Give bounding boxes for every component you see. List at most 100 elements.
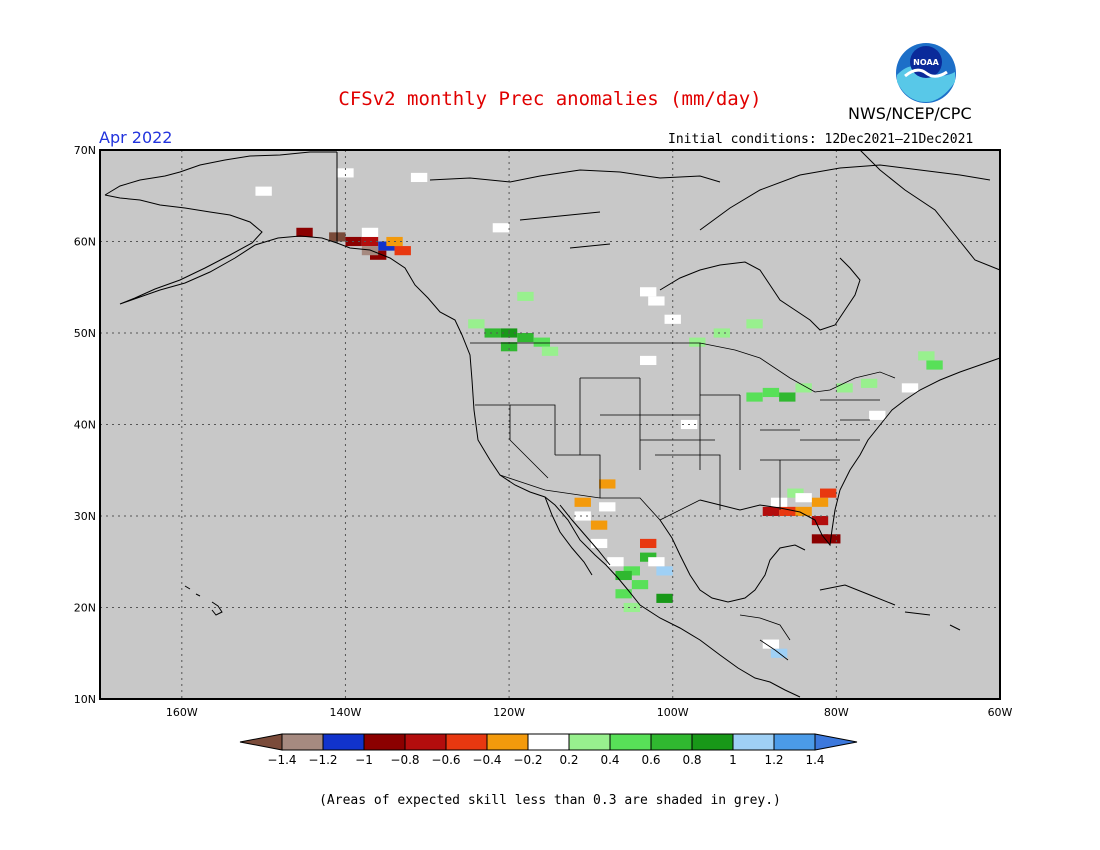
hudson-bay-coastline [659, 257, 861, 331]
coastlines [104, 149, 1001, 698]
lat-label: 10N [74, 693, 96, 706]
political-borders [470, 342, 896, 661]
latitude-labels: 70N 60N 50N 40N 30N 20N 10N [74, 144, 96, 706]
central-america-borders [739, 614, 791, 661]
greenland-coastline [859, 149, 1001, 271]
neutral-cell [901, 383, 919, 393]
lon-label: 160W [166, 706, 198, 719]
anomaly-cell [795, 383, 812, 393]
agency-label: NWS/NCEP/CPC [848, 104, 972, 123]
colorbar-left-arrow [239, 733, 283, 751]
lat-label: 60N [74, 236, 96, 249]
neutral-cell [640, 355, 657, 366]
lat-label: 30N [74, 510, 96, 523]
neutral-cell [640, 287, 657, 297]
colorbar-swatch [281, 733, 324, 751]
colorbar-label: −0.8 [390, 753, 419, 767]
anomaly-cell [484, 328, 501, 338]
neutral-cell [770, 497, 788, 507]
neutral-cell [337, 168, 354, 178]
longitude-labels: 160W 140W 120W 100W 80W 60W [166, 706, 1013, 719]
anomaly-cell [656, 593, 673, 603]
colorbar-swatch [404, 733, 447, 751]
lat-label: 70N [74, 144, 96, 157]
map-frame [99, 149, 1001, 700]
us-canada-border [470, 342, 896, 393]
colorbar-swatch [322, 733, 365, 751]
anomaly-cell [918, 351, 935, 361]
state-lines [475, 343, 880, 510]
noaa-logo: NOAA [896, 43, 956, 103]
anomaly-cell [762, 387, 780, 398]
anomaly-cell [811, 534, 829, 544]
lat-label: 20N [74, 602, 96, 615]
us-mexico-border [499, 474, 701, 521]
colorbar-label: 1.2 [764, 753, 783, 767]
anomaly-cell [468, 319, 485, 329]
neutral-cell [492, 223, 510, 233]
anomaly-cell [361, 246, 379, 256]
colorbar-label: 0.2 [559, 753, 578, 767]
anomaly-cell [656, 566, 673, 576]
forecast-period: Apr 2022 [99, 128, 173, 147]
colorbar-label: 0.4 [600, 753, 619, 767]
anomaly-cell [820, 488, 837, 498]
colorbar-label: −0.6 [431, 753, 460, 767]
colorbar-swatch [363, 733, 406, 751]
baja-coastline [544, 496, 611, 576]
colorbar-right-arrow [814, 733, 858, 751]
colorbar: −1.4 −1.2 −1 −0.8 −0.6 −0.4 −0.2 0.2 0.4 0.6 0.8 1 1… [239, 733, 858, 767]
neutral-cell [762, 639, 780, 649]
anomaly-cell [615, 589, 632, 599]
lon-label: 100W [657, 706, 689, 719]
colorbar-swatch [486, 733, 529, 751]
anomaly-cell [574, 497, 591, 507]
anomaly-cell [541, 346, 559, 356]
lon-label: 120W [493, 706, 525, 719]
colorbar-swatch [568, 733, 611, 751]
anomaly-cell [394, 246, 411, 256]
anomaly-cell [860, 378, 878, 388]
anomaly-cell [500, 342, 518, 352]
anomaly-cell [599, 479, 616, 489]
neutral-cell [361, 227, 379, 237]
anomaly-cell [590, 520, 608, 530]
anomaly-cell [640, 538, 657, 549]
anomaly-cell [517, 333, 534, 343]
neutral-cell [648, 296, 665, 306]
anomaly-cell [762, 506, 780, 516]
colorbar-label: 1 [729, 753, 737, 767]
anomaly-cell [631, 580, 649, 590]
anomaly-cell [811, 516, 829, 526]
neutral-cell [648, 557, 665, 567]
anomaly-cell [779, 392, 796, 402]
colorbar-label: 0.8 [682, 753, 701, 767]
initial-conditions: Initial conditions: 12Dec2021–21Dec2021 [668, 132, 974, 147]
anomaly-cell [615, 570, 632, 581]
neutral-cell [255, 186, 272, 196]
colorbar-label: −1.2 [308, 753, 337, 767]
anomaly-cell [811, 497, 829, 507]
lon-label: 80W [824, 706, 849, 719]
gulf-coastline [659, 357, 1001, 603]
anomaly-cell [926, 360, 943, 370]
colorbar-swatch [609, 733, 652, 751]
anomaly-cell [746, 319, 763, 329]
colorbar-swatch [773, 733, 816, 751]
neutral-cell [410, 172, 428, 183]
colorbar-label: −1.4 [267, 753, 296, 767]
colorbar-label: −0.2 [513, 753, 542, 767]
anomaly-cell [713, 328, 730, 338]
colorbar-label: −0.4 [472, 753, 501, 767]
colorbar-swatch [650, 733, 693, 751]
anomaly-cell [689, 337, 706, 347]
anomaly-cell [623, 602, 640, 613]
lat-lon-gridlines [100, 150, 1000, 699]
colorbar-label: 0.6 [641, 753, 660, 767]
skill-note: (Areas of expected skill less than 0.3 a… [319, 793, 781, 808]
anomaly-cell [795, 506, 812, 516]
anomaly-cell [296, 227, 313, 237]
colorbar-swatch [527, 733, 570, 751]
anomaly-cell [824, 534, 841, 544]
